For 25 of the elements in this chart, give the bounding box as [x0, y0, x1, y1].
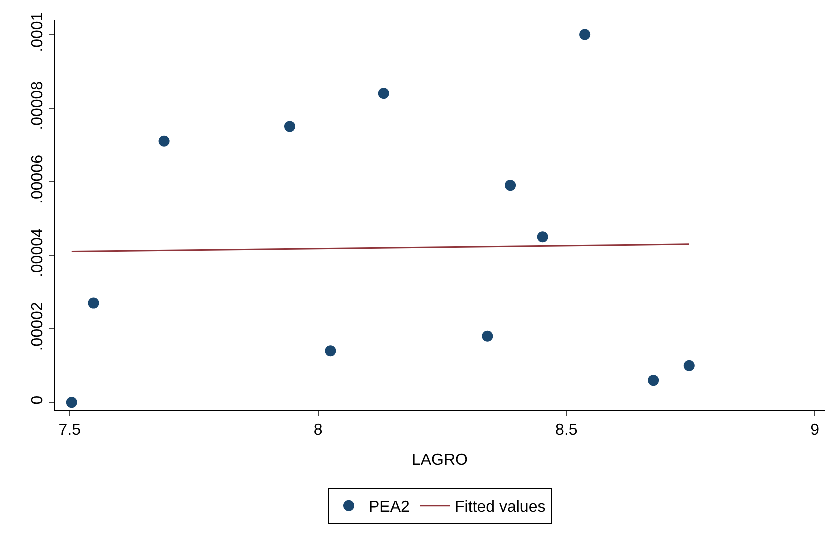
point	[648, 375, 660, 386]
legend-label: PEA2	[369, 499, 410, 516]
y-tick-label: .00004	[30, 228, 47, 278]
point	[66, 397, 78, 408]
point	[325, 346, 336, 357]
point	[88, 298, 100, 309]
x-tick-label: 9	[810, 422, 820, 440]
point	[378, 88, 390, 100]
y-tick-label: .0001	[30, 12, 47, 52]
x-tick-label: 8.5	[556, 422, 578, 440]
y-tick-label: .00002	[30, 302, 47, 352]
x-tick-label: 8	[314, 422, 323, 440]
point	[284, 121, 296, 132]
y-tick-label: 0	[30, 396, 47, 405]
x-tick-label: 7.5	[58, 422, 82, 440]
x-axis-title: LAGRO	[412, 452, 468, 469]
y-tick-label: .00006	[30, 154, 47, 204]
point	[537, 232, 548, 243]
y-tick-label: .00008	[30, 81, 47, 130]
point	[482, 330, 494, 342]
point	[158, 136, 170, 147]
point	[580, 29, 591, 40]
legend-label: Fitted values	[455, 499, 546, 516]
point	[684, 360, 695, 372]
point	[505, 180, 516, 192]
